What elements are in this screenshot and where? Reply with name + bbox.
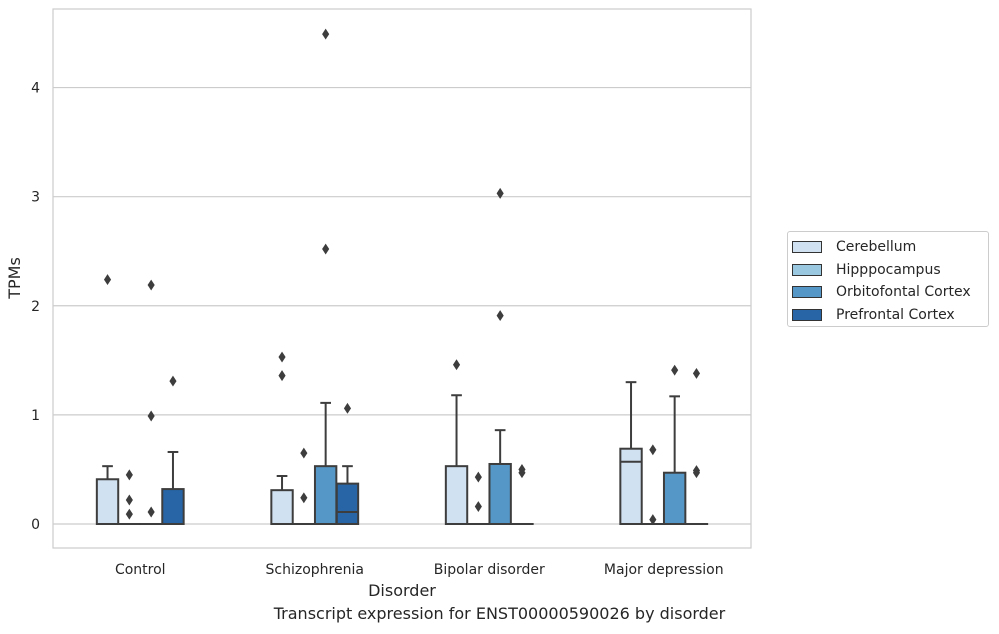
outlier-point: [692, 367, 701, 379]
outlier-point: [147, 279, 155, 291]
box: [161, 488, 185, 525]
outlier-point: [692, 465, 701, 476]
outlier-point: [300, 492, 308, 504]
legend-label: Hipppocampus: [836, 261, 941, 278]
box: [662, 471, 687, 525]
box: [313, 465, 338, 525]
box: [619, 447, 643, 525]
x-tick-label: Schizophrenia: [266, 562, 364, 578]
x-axis-label: Disorder: [368, 581, 436, 600]
outlier-point: [125, 508, 133, 520]
legend-item: Orbitofontal Cortex: [792, 281, 988, 304]
x-tick-label: Major depression: [604, 562, 724, 578]
legend-swatch: [792, 286, 822, 299]
outlier-point: [278, 351, 286, 363]
box-prefrontal-cortex: [335, 402, 360, 525]
box-prefrontal-cortex: [684, 367, 709, 526]
box: [270, 489, 294, 525]
box: [95, 478, 120, 525]
y-tick-labels: 0 1 2 3 4: [31, 81, 40, 533]
legend-item: Hipppocampus: [792, 259, 988, 282]
box: [488, 462, 512, 525]
legend: Cerebellum Hipppocampus Orbitofontal Corte…: [787, 231, 989, 327]
outlier-point: [496, 187, 504, 199]
box-cerebellum: [619, 381, 643, 525]
legend-label: Prefrontal Cortex: [836, 306, 955, 323]
box: [335, 482, 360, 525]
outlier-point: [147, 506, 155, 518]
legend-swatch: [792, 263, 822, 276]
chart-title: Transcript expression for ENST0000059002…: [273, 604, 726, 623]
outlier-point: [300, 447, 308, 459]
outlier-point: [343, 402, 352, 414]
y-axis-label: TPMs: [5, 257, 24, 300]
y-tick-label: 0: [31, 517, 40, 533]
legend-item: Cerebellum: [792, 236, 988, 259]
x-tick-labels: Control Schizophrenia Bipolar disorder Majo…: [115, 562, 724, 578]
outlier-point: [103, 274, 112, 286]
outlier-point: [518, 463, 526, 475]
outlier-point: [169, 375, 177, 387]
y-tick-label: 2: [31, 299, 40, 315]
outlier-point: [125, 469, 133, 481]
legend-swatch: [792, 241, 822, 254]
box-cerebellum: [270, 351, 294, 525]
box-orbitofontal-cortex: [488, 187, 512, 525]
y-tick-label: 1: [31, 408, 40, 424]
outlier-point: [322, 28, 330, 40]
y-tick-label: 3: [31, 190, 40, 206]
boxes: [95, 28, 709, 526]
box-orbitofontal-cortex: [662, 364, 687, 525]
box: [444, 465, 469, 525]
outlier-point: [452, 359, 461, 371]
outlier-point: [322, 243, 330, 255]
box-cerebellum: [444, 359, 469, 525]
box-prefrontal-cortex: [161, 375, 185, 525]
legend-label: Cerebellum: [836, 239, 917, 256]
outlier-point: [474, 501, 482, 512]
outlier-point: [496, 310, 504, 322]
legend-item: Prefrontal Cortex: [792, 304, 988, 327]
x-tick-label: Control: [115, 562, 166, 578]
outlier-point: [649, 514, 657, 526]
box-orbitofontal-cortex: [313, 28, 338, 525]
outlier-point: [671, 364, 679, 376]
legend-label: Orbitofontal Cortex: [836, 284, 971, 301]
y-tick-label: 4: [31, 81, 40, 97]
x-tick-label: Bipolar disorder: [434, 562, 545, 578]
box-hipppocampus: [466, 471, 491, 526]
box-cerebellum: [95, 274, 120, 525]
plot-area: [52, 8, 752, 549]
outlier-point: [278, 370, 286, 382]
outlier-point: [649, 444, 657, 456]
legend-swatch: [792, 308, 822, 321]
box-prefrontal-cortex: [510, 463, 534, 526]
outlier-point: [474, 471, 482, 483]
outlier-point: [125, 494, 133, 506]
outlier-point: [147, 410, 155, 422]
